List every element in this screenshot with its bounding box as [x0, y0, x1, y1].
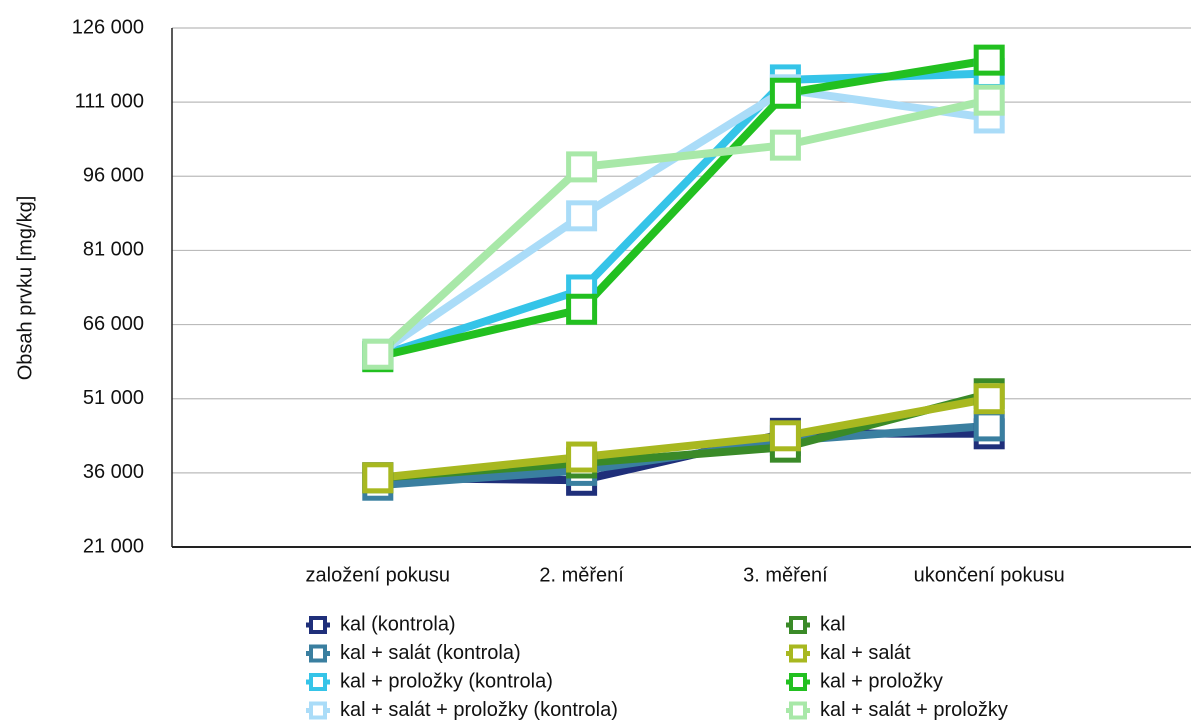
legend-marker — [789, 644, 807, 663]
x-tick-label: založení pokusu — [306, 564, 451, 586]
marker — [973, 44, 1005, 76]
y-tick-label: 126 000 — [72, 16, 144, 38]
marker — [362, 338, 394, 370]
legend-label: kal + salát + proložky — [820, 699, 1008, 721]
marker — [769, 77, 801, 109]
legend-label: kal — [820, 613, 846, 635]
marker — [769, 129, 801, 161]
legend-marker — [309, 644, 327, 663]
legend-label: kal + proložky — [820, 670, 943, 692]
legend-marker — [309, 701, 327, 720]
y-tick-label: 21 000 — [83, 535, 144, 557]
series-line — [375, 85, 990, 358]
legend-marker — [309, 616, 327, 634]
marker — [769, 420, 801, 452]
y-axis-label: Obsah prvku [mg/kg] — [14, 196, 36, 381]
marker — [566, 151, 598, 183]
legend-label: kal + salát — [820, 642, 911, 664]
series-line — [376, 56, 990, 361]
marker — [362, 462, 394, 494]
y-tick-label: 96 000 — [83, 165, 144, 187]
marker — [973, 383, 1005, 415]
legend-marker — [309, 673, 327, 691]
legend-marker — [789, 701, 807, 720]
legend-label: kal + salát + proložky (kontrola) — [340, 699, 618, 721]
legend-label: kal (kontrola) — [340, 613, 456, 635]
y-tick-label: 81 000 — [83, 239, 144, 261]
y-tick-label: 51 000 — [83, 387, 144, 409]
marker — [973, 410, 1005, 442]
legend-marker — [789, 673, 807, 691]
legend-marker — [789, 616, 807, 634]
legend-label: kal + salát (kontrola) — [340, 642, 521, 664]
marker — [566, 200, 598, 232]
marker — [566, 293, 598, 325]
series-line — [375, 96, 991, 358]
y-tick-label: 66 000 — [83, 313, 144, 335]
y-tick-label: 36 000 — [83, 461, 144, 483]
series-line — [376, 69, 990, 361]
x-tick-label: 2. měření — [539, 564, 624, 586]
series-line — [377, 394, 990, 482]
marker — [566, 441, 598, 473]
legend-label: kal + proložky (kontrola) — [340, 670, 553, 692]
marker — [973, 84, 1005, 116]
x-tick-label: 3. měření — [743, 564, 828, 586]
y-tick-label: 111 000 — [75, 90, 144, 112]
x-tick-label: ukončení pokusu — [914, 564, 1065, 586]
